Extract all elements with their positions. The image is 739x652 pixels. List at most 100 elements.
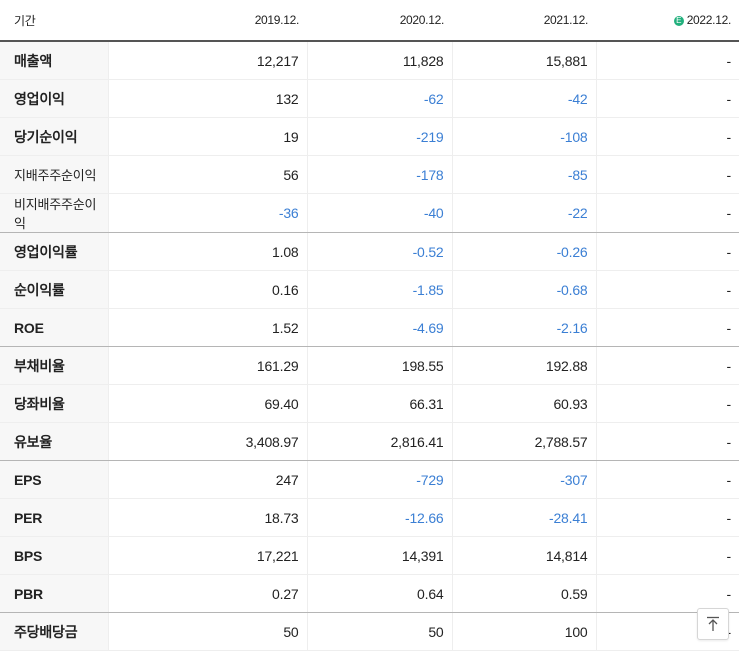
row-label: 매출액 bbox=[0, 41, 108, 80]
value-cell: 2,788.57 bbox=[451, 422, 596, 461]
arrow-up-to-line-icon bbox=[707, 616, 719, 631]
value-cell: 12,217 bbox=[107, 41, 307, 80]
value-cell: 0.59 bbox=[451, 574, 596, 613]
table-row: 매출액 12,217 11,828 15,881- bbox=[0, 41, 739, 80]
value-cell: -40 bbox=[306, 193, 452, 233]
period-header-label: 기간 bbox=[0, 0, 108, 42]
value-cell: - bbox=[595, 193, 739, 233]
value-cell: 192.88 bbox=[451, 346, 596, 385]
row-label: 지배주주순이익 bbox=[0, 155, 108, 194]
table-row: 유보율 3,408.97 2,816.41 2,788.57- bbox=[0, 422, 739, 461]
value-cell: 19 bbox=[107, 117, 307, 156]
value-cell: -4.69 bbox=[306, 308, 452, 347]
value-cell: -0.68 bbox=[451, 270, 596, 309]
row-label: 당좌비율 bbox=[0, 384, 108, 423]
value-cell: 2,816.41 bbox=[306, 422, 452, 461]
value-cell: -0.52 bbox=[306, 232, 452, 271]
value-cell: -1.85 bbox=[306, 270, 452, 309]
row-label: PER bbox=[0, 498, 108, 537]
value-cell: - bbox=[595, 422, 739, 461]
value-cell: - bbox=[595, 79, 739, 118]
row-label: EPS bbox=[0, 460, 108, 499]
table-row: 당기순이익 19 -219 -108- bbox=[0, 117, 739, 156]
value-cell: -219 bbox=[306, 117, 452, 156]
value-cell: -307 bbox=[451, 460, 596, 499]
table-row: 순이익률 0.16 -1.85 -0.68- bbox=[0, 270, 739, 309]
table-row: ROE 1.52 -4.69 -2.16- bbox=[0, 308, 739, 347]
value-cell: -85 bbox=[451, 155, 596, 194]
value-cell: 0.16 bbox=[107, 270, 307, 309]
value-cell: - bbox=[595, 270, 739, 309]
value-cell: 15,881 bbox=[451, 41, 596, 80]
value-cell: 14,814 bbox=[451, 536, 596, 575]
estimate-badge-icon: E bbox=[673, 16, 684, 26]
row-label: 유보율 bbox=[0, 422, 108, 461]
table-row: 영업이익 132 -62 -42- bbox=[0, 79, 739, 118]
value-cell: - bbox=[595, 346, 739, 385]
value-cell: - bbox=[595, 308, 739, 347]
period-header-2020: 2020.12. bbox=[307, 0, 452, 42]
row-label: 비지배주주순이익 bbox=[0, 193, 108, 233]
value-cell: -28.41 bbox=[451, 498, 596, 537]
value-cell: 3,408.97 bbox=[107, 422, 307, 461]
table-row: 부채비율 161.29 198.55 192.88- bbox=[0, 346, 739, 385]
value-cell: 14,391 bbox=[306, 536, 452, 575]
row-label: BPS bbox=[0, 536, 108, 575]
scroll-to-top-button[interactable] bbox=[697, 608, 729, 640]
value-cell: 1.52 bbox=[107, 308, 307, 347]
value-cell: -108 bbox=[451, 117, 596, 156]
value-cell: -178 bbox=[306, 155, 452, 194]
table-row: PBR 0.27 0.64 0.59- bbox=[0, 574, 739, 613]
value-cell: 18.73 bbox=[107, 498, 307, 537]
row-label: 당기순이익 bbox=[0, 117, 108, 156]
value-cell: 132 bbox=[107, 79, 307, 118]
value-cell: - bbox=[595, 41, 739, 80]
table-row: 당좌비율 69.40 66.31 60.93- bbox=[0, 384, 739, 423]
row-label: 영업이익률 bbox=[0, 232, 108, 271]
value-cell: - bbox=[595, 155, 739, 194]
table-row: 지배주주순이익 56 -178 -85- bbox=[0, 155, 739, 194]
value-cell: - bbox=[595, 232, 739, 271]
table-row: PER 18.73 -12.66 -28.41- bbox=[0, 498, 739, 537]
value-cell: - bbox=[595, 536, 739, 575]
value-cell: - bbox=[595, 460, 739, 499]
table-row: 영업이익률 1.08 -0.52 -0.26- bbox=[0, 232, 739, 271]
value-cell: 100 bbox=[451, 612, 596, 651]
table-row: BPS 17,221 14,391 14,814- bbox=[0, 536, 739, 575]
value-cell: - bbox=[595, 498, 739, 537]
value-cell: 56 bbox=[107, 155, 307, 194]
row-label: 부채비율 bbox=[0, 346, 108, 385]
period-header-2021: 2021.12. bbox=[452, 0, 596, 42]
header-row: 기간 2019.12. 2020.12. 2021.12. E 2022.12. bbox=[0, 0, 739, 42]
period-header-2022: E 2022.12. bbox=[596, 0, 739, 42]
value-cell: -0.26 bbox=[451, 232, 596, 271]
value-cell: -729 bbox=[306, 460, 452, 499]
period-header-2019: 2019.12. bbox=[108, 0, 307, 42]
value-cell: -42 bbox=[451, 79, 596, 118]
value-cell: - bbox=[595, 384, 739, 423]
row-label: 순이익률 bbox=[0, 270, 108, 309]
value-cell: 1.08 bbox=[107, 232, 307, 271]
value-cell: -12.66 bbox=[306, 498, 452, 537]
value-cell: 50 bbox=[107, 612, 307, 651]
value-cell: -36 bbox=[107, 193, 307, 233]
value-cell: 11,828 bbox=[306, 41, 452, 80]
value-cell: 161.29 bbox=[107, 346, 307, 385]
value-cell: 0.27 bbox=[107, 574, 307, 613]
value-cell: 60.93 bbox=[451, 384, 596, 423]
value-cell: -22 bbox=[451, 193, 596, 233]
table-body: 매출액 12,217 11,828 15,881- 영업이익 132 -62 -42- 당기순이… bbox=[0, 41, 739, 651]
row-label: ROE bbox=[0, 308, 108, 347]
value-cell: 66.31 bbox=[306, 384, 452, 423]
row-label: 영업이익 bbox=[0, 79, 108, 118]
table-row: EPS 247 -729 -307- bbox=[0, 460, 739, 499]
value-cell: 17,221 bbox=[107, 536, 307, 575]
value-cell: 247 bbox=[107, 460, 307, 499]
row-label: 주당배당금 bbox=[0, 612, 108, 651]
value-cell: 0.64 bbox=[306, 574, 452, 613]
table-row: 비지배주주순이익 -36 -40 -22- bbox=[0, 193, 739, 233]
value-cell: - bbox=[595, 117, 739, 156]
value-cell: -2.16 bbox=[451, 308, 596, 347]
